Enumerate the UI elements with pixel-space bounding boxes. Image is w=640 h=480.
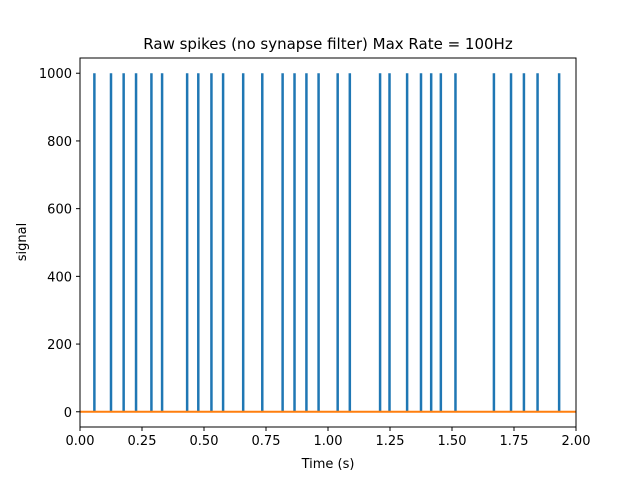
- y-axis-ticks: 0 200 400 600 800 1000: [39, 67, 80, 421]
- x-axis-ticks: 0.00 0.25 0.50 0.75 1.00 1.25 1.50 1.75 2.00: [66, 427, 591, 449]
- x-tick-label-3: 0.75: [252, 434, 281, 449]
- x-tick-label-4: 1.00: [314, 434, 343, 449]
- x-tick-label-0: 0.00: [66, 434, 95, 449]
- x-tick-label-1: 0.25: [128, 434, 157, 449]
- plot-series: [80, 73, 576, 413]
- x-tick-label-7: 1.75: [500, 434, 529, 449]
- y-tick-label-2: 400: [47, 270, 72, 285]
- x-tick-label-8: 2.00: [562, 434, 591, 449]
- chart-title: Raw spikes (no synapse filter) Max Rate …: [143, 35, 513, 53]
- x-tick-label-6: 1.50: [438, 434, 467, 449]
- x-tick-label-2: 0.50: [190, 434, 219, 449]
- axes-frame: [79, 57, 577, 428]
- y-tick-label-4: 800: [47, 135, 72, 150]
- y-tick-label-0: 0: [64, 406, 72, 421]
- x-axis-label: Time (s): [301, 457, 355, 472]
- y-tick-label-1: 200: [47, 338, 72, 353]
- y-tick-label-3: 600: [47, 203, 72, 218]
- y-axis-label: signal: [15, 223, 30, 261]
- x-tick-label-5: 1.25: [376, 434, 405, 449]
- y-tick-label-5: 1000: [39, 67, 72, 82]
